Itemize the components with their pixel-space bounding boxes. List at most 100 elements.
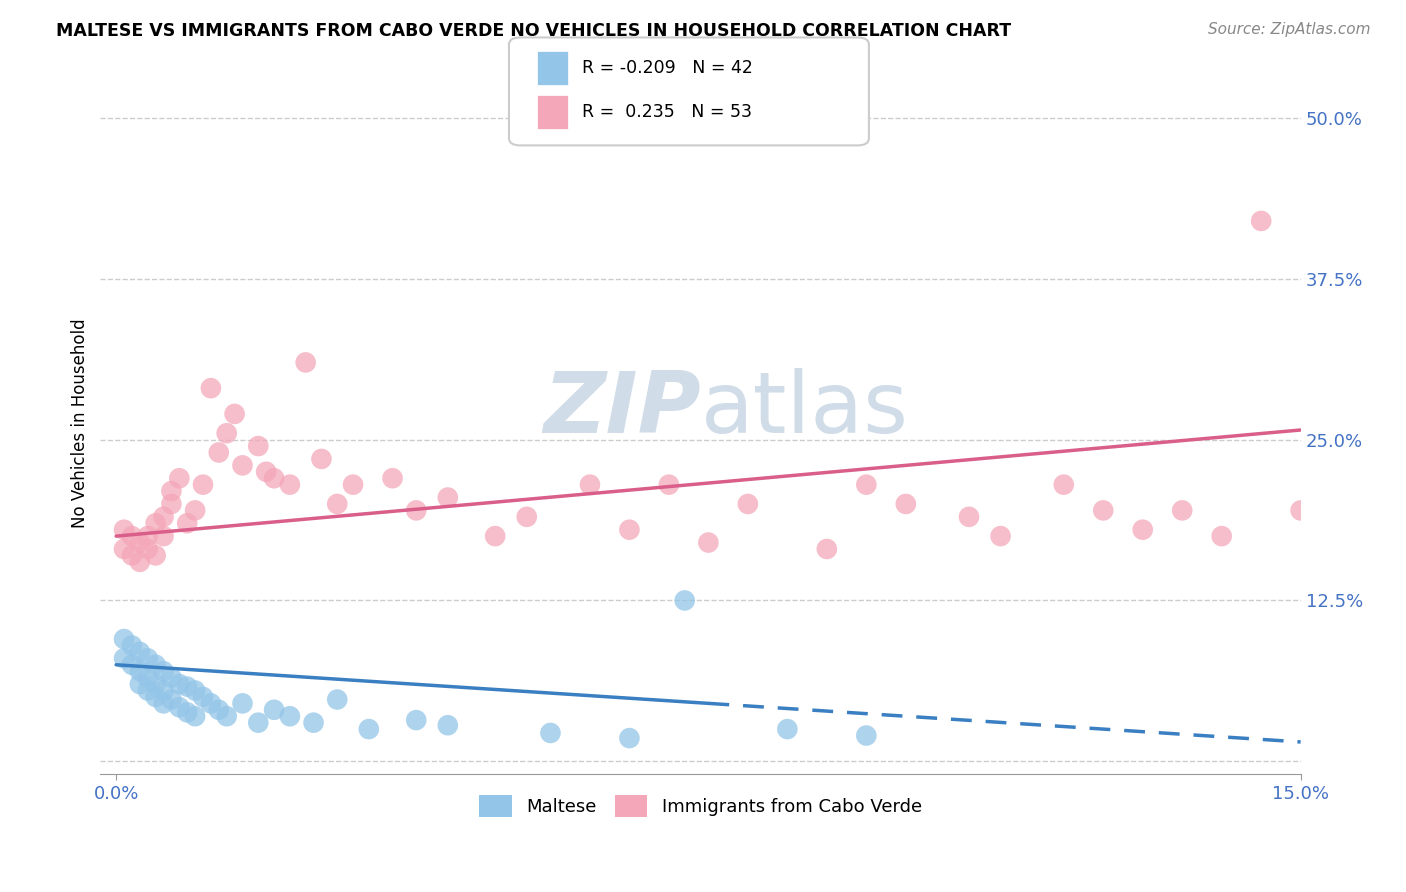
Point (815, 541, 838, 556)
Point (215, 709, 238, 723)
Point (136, 671, 159, 685)
Point (673, 593, 696, 607)
Text: ZIP: ZIP (543, 368, 700, 451)
Point (152, 697, 174, 711)
Point (1211, 529, 1233, 543)
Y-axis label: No Vehicles in Household: No Vehicles in Household (72, 318, 89, 528)
Point (152, 683, 174, 698)
Point (191, 477, 214, 491)
Point (405, 503, 427, 517)
Point (436, 491, 458, 505)
Point (169, 471, 191, 485)
Point (990, 529, 1012, 543)
Point (152, 509, 174, 524)
Point (776, 722, 799, 736)
Point (184, 709, 207, 723)
Point (254, 465, 277, 479)
Legend: Maltese, Immigrants from Cabo Verde: Maltese, Immigrants from Cabo Verde (472, 789, 929, 825)
Point (263, 471, 285, 485)
Point (136, 683, 159, 698)
Point (112, 541, 135, 556)
Point (128, 645, 150, 659)
Point (263, 703, 285, 717)
Point (247, 715, 270, 730)
Point (191, 690, 214, 704)
Point (484, 529, 506, 543)
Point (145, 690, 167, 704)
Point (855, 729, 877, 743)
Text: R = -0.209   N = 42: R = -0.209 N = 42 (582, 59, 754, 77)
Point (145, 677, 167, 691)
Point (342, 477, 364, 491)
Point (224, 407, 246, 421)
Point (302, 715, 325, 730)
Point (176, 680, 198, 694)
Point (231, 458, 253, 473)
Point (160, 497, 183, 511)
Point (1053, 477, 1076, 491)
Point (658, 477, 681, 491)
Point (121, 549, 143, 563)
Point (894, 497, 917, 511)
Point (152, 529, 174, 543)
Point (311, 451, 333, 466)
Point (128, 535, 150, 549)
Point (247, 439, 270, 453)
Text: MALTESE VS IMMIGRANTS FROM CABO VERDE NO VEHICLES IN HOUSEHOLD CORRELATION CHART: MALTESE VS IMMIGRANTS FROM CABO VERDE NO… (56, 22, 1011, 40)
Point (326, 497, 349, 511)
Point (215, 426, 238, 441)
Point (160, 671, 183, 685)
Point (169, 700, 191, 714)
Point (184, 503, 207, 517)
Point (619, 523, 641, 537)
Point (619, 731, 641, 745)
Point (112, 651, 135, 665)
Point (278, 477, 301, 491)
Point (176, 516, 198, 531)
Point (128, 555, 150, 569)
Point (326, 692, 349, 706)
Point (136, 529, 159, 543)
Point (160, 484, 183, 499)
Point (152, 664, 174, 678)
Point (112, 523, 135, 537)
Point (160, 692, 183, 706)
Point (145, 549, 167, 563)
Point (112, 632, 135, 646)
Point (405, 713, 427, 727)
Point (121, 529, 143, 543)
Point (176, 706, 198, 720)
Point (697, 535, 720, 549)
Point (208, 445, 231, 459)
Point (516, 509, 538, 524)
Point (1092, 503, 1115, 517)
Point (231, 697, 253, 711)
Point (136, 541, 159, 556)
Text: Source: ZipAtlas.com: Source: ZipAtlas.com (1208, 22, 1371, 37)
Point (1289, 503, 1312, 517)
Point (128, 677, 150, 691)
Point (737, 497, 759, 511)
Point (136, 651, 159, 665)
Point (357, 722, 380, 736)
Point (855, 477, 877, 491)
Point (200, 697, 222, 711)
Point (436, 718, 458, 732)
Point (1250, 214, 1272, 228)
Point (121, 639, 143, 653)
Point (278, 709, 301, 723)
Point (1132, 523, 1154, 537)
Point (957, 509, 980, 524)
Text: R =  0.235   N = 53: R = 0.235 N = 53 (582, 103, 752, 121)
Point (294, 355, 316, 369)
Point (169, 677, 191, 691)
Point (1171, 503, 1194, 517)
Text: atlas: atlas (700, 368, 908, 451)
Point (184, 683, 207, 698)
Point (540, 726, 562, 740)
Point (381, 471, 404, 485)
Point (145, 657, 167, 672)
Point (121, 657, 143, 672)
Point (200, 381, 222, 395)
Point (128, 664, 150, 678)
